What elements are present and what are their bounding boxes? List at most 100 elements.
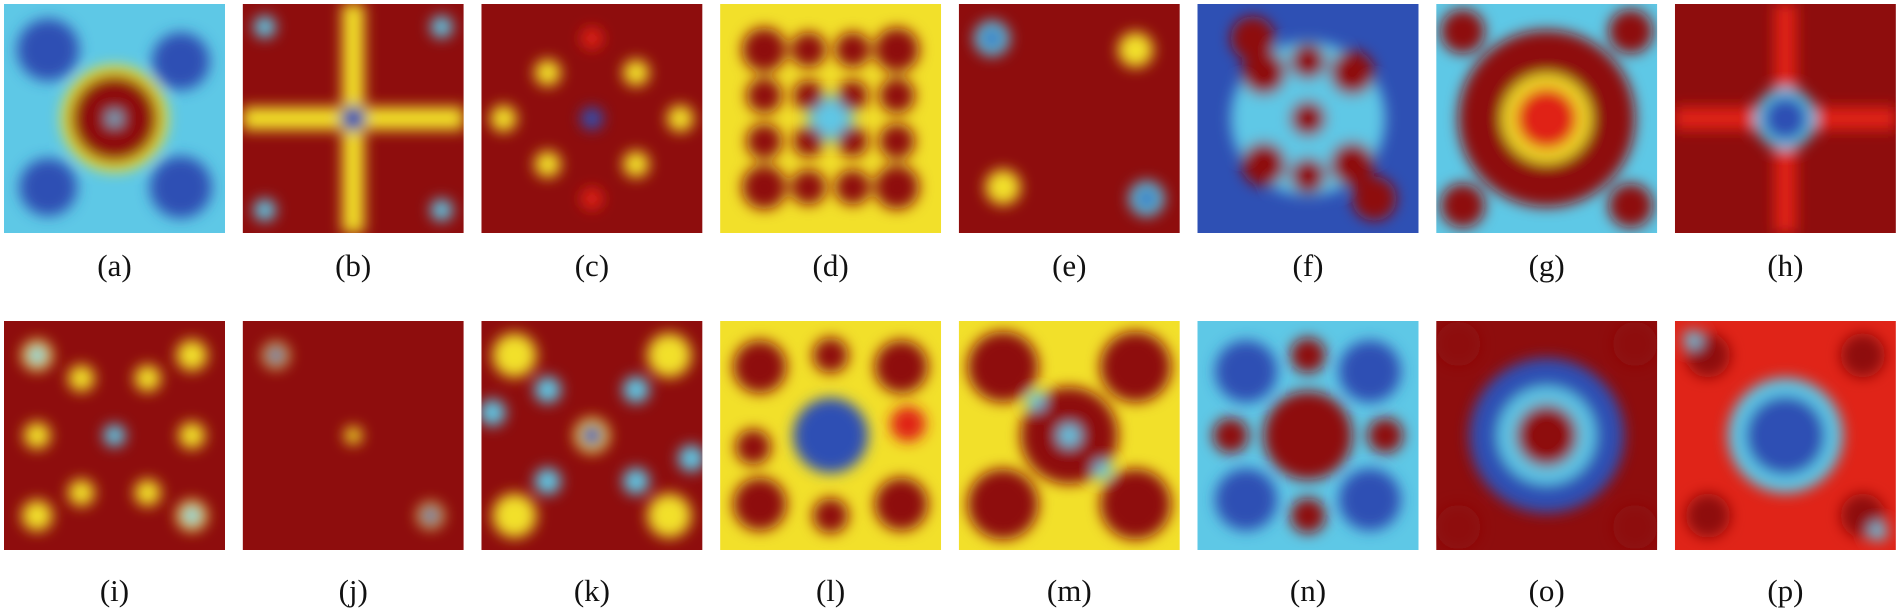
heatmap-blob xyxy=(430,15,453,38)
heatmap-blob xyxy=(1338,340,1401,403)
heatmap-blob xyxy=(790,32,827,68)
heatmap-blob xyxy=(812,497,849,534)
heatmap-image xyxy=(1197,4,1419,233)
heatmap-blob xyxy=(1290,337,1326,374)
heatmap-image xyxy=(720,4,942,233)
heatmap-blob xyxy=(793,125,824,157)
heatmap-blob xyxy=(149,156,212,219)
heatmap-blob xyxy=(152,32,210,90)
heatmap-blob xyxy=(890,406,926,442)
heatmap-blob xyxy=(1440,183,1485,228)
heatmap-blob xyxy=(1763,96,1808,141)
heatmap-features xyxy=(1674,4,1896,233)
heatmap-blob xyxy=(967,331,1039,403)
heatmap-blob xyxy=(622,468,650,495)
heatmap-image xyxy=(958,4,1180,233)
heatmap-image xyxy=(720,321,942,550)
heatmap-blob xyxy=(879,77,915,114)
heatmap-blob xyxy=(742,27,787,72)
heatmap-blob xyxy=(874,477,928,531)
heatmap-blob xyxy=(790,169,827,205)
heatmap-blob xyxy=(1117,32,1154,68)
heatmap-blob xyxy=(176,339,208,371)
heatmap-blob xyxy=(534,468,561,495)
heatmap-blob xyxy=(1290,43,1326,79)
heatmap-blob xyxy=(874,165,920,210)
heatmap-blob xyxy=(1093,461,1112,479)
heatmap-blob xyxy=(1241,50,1286,95)
heatmap-blob xyxy=(1869,522,1888,541)
heatmap-blob xyxy=(17,18,80,81)
heatmap-blob xyxy=(1215,340,1278,403)
heatmap-blob xyxy=(1608,183,1653,228)
heatmap-image xyxy=(242,4,464,233)
heatmap-features xyxy=(967,331,1171,540)
heatmap-blob xyxy=(837,80,869,112)
heatmap-blob xyxy=(746,77,782,114)
heatmap-blob xyxy=(107,111,122,126)
panel-label: (n) xyxy=(1290,573,1326,608)
heatmap-blob xyxy=(134,364,161,392)
heatmap-blob xyxy=(622,151,650,178)
heatmap-blob xyxy=(1330,142,1375,187)
heatmap-blob xyxy=(492,333,537,378)
panel-label: (p) xyxy=(1767,573,1803,608)
heatmap-blob xyxy=(1263,391,1353,480)
heatmap-blob xyxy=(183,506,201,525)
heatmap-image xyxy=(4,321,225,550)
heatmap-features xyxy=(1683,330,1888,541)
heatmap-features xyxy=(242,4,464,233)
heatmap-blob xyxy=(1241,142,1286,187)
heatmap-blob xyxy=(21,500,53,532)
heatmap-blob xyxy=(874,27,920,72)
heatmap-blob xyxy=(1100,468,1171,540)
heatmap-blob xyxy=(68,364,95,392)
heatmap-image xyxy=(1674,321,1896,550)
heatmap-blob xyxy=(339,105,367,132)
heatmap-features xyxy=(733,337,928,534)
heatmap-features xyxy=(742,27,920,210)
heatmap-blob xyxy=(178,422,206,449)
heatmap-blob xyxy=(678,445,703,472)
heatmap-image xyxy=(1436,321,1658,550)
panel-label: (c) xyxy=(575,248,609,283)
heatmap-features xyxy=(974,20,1165,217)
heatmap-blob xyxy=(490,105,517,132)
heatmap-blob xyxy=(622,59,650,86)
heatmap-features xyxy=(1436,321,1658,550)
heatmap-image xyxy=(4,4,225,233)
heatmap-blob xyxy=(1100,331,1171,403)
heatmap-blob xyxy=(1745,395,1826,476)
heatmap-blob xyxy=(1230,16,1275,61)
heatmap-blob xyxy=(1515,87,1578,150)
heatmap-blob xyxy=(1683,330,1702,349)
panel-label: (o) xyxy=(1529,573,1565,608)
heatmap-blob xyxy=(1436,504,1481,550)
heatmap-features xyxy=(481,333,703,538)
heatmap-blob xyxy=(793,397,869,474)
heatmap-blob xyxy=(1352,176,1397,221)
heatmap-blob xyxy=(1137,189,1156,208)
heatmap-blob xyxy=(534,376,561,403)
heatmap-blob xyxy=(1440,9,1485,54)
heatmap-blob xyxy=(134,479,161,507)
heatmap-features xyxy=(21,339,208,532)
heatmap-blob xyxy=(1608,9,1653,54)
heatmap-blob xyxy=(1338,468,1401,531)
heatmap-features xyxy=(1440,9,1653,228)
heatmap-features xyxy=(262,342,444,529)
heatmap-blob xyxy=(267,346,285,365)
heatmap-blob xyxy=(1367,417,1404,454)
heatmap-blob xyxy=(622,376,650,403)
panel-label: (k) xyxy=(574,573,610,608)
heatmap-blob xyxy=(253,15,276,38)
heatmap-blob xyxy=(534,151,561,178)
heatmap-blob xyxy=(1058,424,1081,447)
heatmap-features xyxy=(17,18,212,219)
heatmap-blob xyxy=(1613,321,1658,366)
heatmap-blob xyxy=(647,333,692,378)
heatmap-blob xyxy=(481,399,506,426)
heatmap-blob xyxy=(1290,158,1326,194)
heatmap-blob xyxy=(879,123,915,160)
